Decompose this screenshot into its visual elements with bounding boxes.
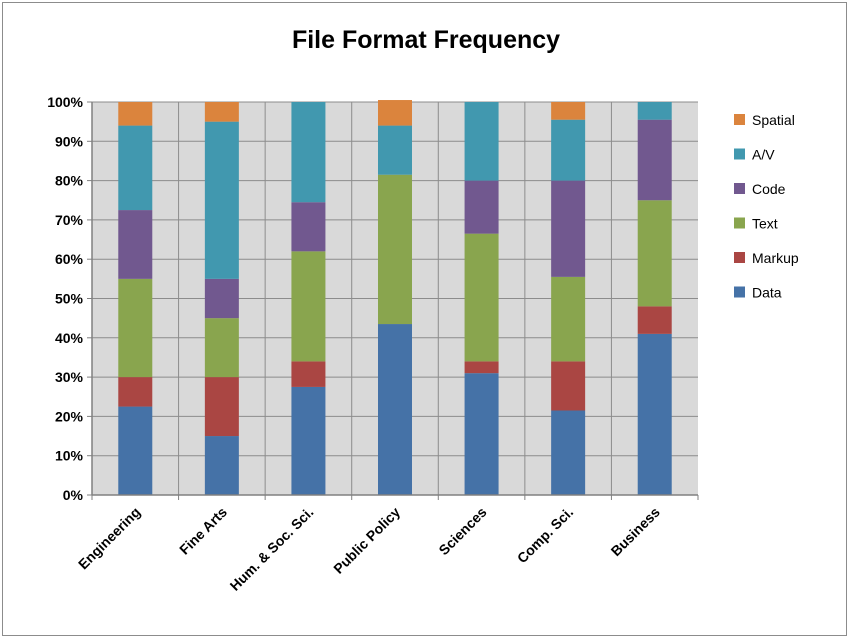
bar-text-2 bbox=[291, 251, 326, 362]
bar-text-1 bbox=[204, 318, 239, 378]
y-tick-label: 90% bbox=[55, 133, 84, 149]
y-tick-label: 80% bbox=[55, 173, 84, 189]
bar-markup-4 bbox=[464, 361, 499, 374]
y-tick-label: 30% bbox=[55, 369, 84, 385]
bar-data-5 bbox=[551, 410, 586, 495]
bar-text-5 bbox=[551, 276, 586, 362]
x-tick-label: Engineering bbox=[75, 504, 144, 573]
bar-code-0 bbox=[118, 210, 153, 279]
bar-code-4 bbox=[464, 180, 499, 234]
legend-swatch-spatial bbox=[734, 114, 745, 125]
y-tick-label: 50% bbox=[55, 291, 84, 307]
bar-code-1 bbox=[204, 278, 239, 319]
y-tick-label: 60% bbox=[55, 251, 84, 267]
legend-swatch-text bbox=[734, 217, 745, 229]
bar-markup-6 bbox=[637, 306, 672, 334]
bars bbox=[118, 100, 672, 495]
bar-a-v-3 bbox=[378, 125, 412, 175]
chart-title: File Format Frequency bbox=[292, 26, 560, 54]
x-tick-label: Comp. Sci. bbox=[514, 504, 576, 566]
bar-code-6 bbox=[637, 119, 672, 201]
bar-a-v-0 bbox=[118, 125, 153, 211]
bar-data-3 bbox=[378, 324, 412, 495]
legend-swatch-markup bbox=[734, 252, 745, 263]
bar-data-0 bbox=[118, 406, 153, 495]
bar-spatial-5 bbox=[551, 102, 586, 120]
bar-a-v-5 bbox=[551, 119, 586, 181]
y-tick-label: 20% bbox=[55, 408, 84, 424]
bar-data-6 bbox=[637, 333, 672, 495]
bar-a-v-2 bbox=[291, 102, 326, 203]
bar-data-4 bbox=[464, 373, 499, 495]
x-tick-label: Business bbox=[608, 504, 663, 559]
axes bbox=[87, 101, 699, 500]
legend-label: A/V bbox=[752, 147, 775, 163]
bar-markup-0 bbox=[118, 377, 153, 407]
bar-text-4 bbox=[464, 233, 499, 362]
y-tick-label: 10% bbox=[55, 448, 84, 464]
legend-label: Spatial bbox=[752, 112, 795, 128]
legend-swatch-a-v bbox=[734, 148, 745, 160]
y-tick-label: 40% bbox=[55, 330, 84, 346]
bar-spatial-1 bbox=[204, 102, 239, 122]
legend-label: Markup bbox=[752, 250, 799, 266]
bar-code-2 bbox=[291, 202, 326, 252]
legend-swatch-data bbox=[734, 286, 745, 298]
legend-label: Code bbox=[752, 181, 786, 197]
bar-code-5 bbox=[551, 180, 586, 277]
bar-a-v-4 bbox=[464, 102, 499, 181]
bar-data-2 bbox=[291, 386, 326, 495]
bar-markup-1 bbox=[204, 377, 239, 437]
bar-markup-2 bbox=[291, 361, 326, 387]
legend-swatch-code bbox=[734, 183, 745, 194]
bar-data-1 bbox=[204, 436, 239, 495]
x-tick-label: Fine Arts bbox=[176, 504, 230, 558]
bar-a-v-1 bbox=[204, 121, 239, 279]
bar-a-v-6 bbox=[637, 102, 672, 120]
y-tick-label: 100% bbox=[47, 94, 83, 110]
legend-label: Text bbox=[752, 216, 778, 232]
bar-text-6 bbox=[637, 200, 672, 307]
y-tick-label: 0% bbox=[63, 487, 84, 503]
bar-text-3 bbox=[378, 174, 412, 325]
bar-spatial-3 bbox=[378, 100, 412, 126]
legend-label: Data bbox=[752, 285, 782, 301]
x-tick-label: Public Policy bbox=[330, 504, 403, 577]
x-tick-label: Hum. & Soc. Sci. bbox=[227, 504, 317, 594]
bar-markup-5 bbox=[551, 361, 586, 411]
x-tick-label: Sciences bbox=[435, 504, 489, 558]
y-tick-label: 70% bbox=[55, 212, 84, 228]
y-axis-ticks: 0% 10% 20% 30% 40% 50% 60% 70% 80% 90% 100% bbox=[47, 94, 83, 503]
bar-text-0 bbox=[118, 278, 153, 378]
legend: Spatial A/V Code Text Markup Data bbox=[734, 112, 799, 301]
bar-spatial-0 bbox=[118, 102, 153, 126]
